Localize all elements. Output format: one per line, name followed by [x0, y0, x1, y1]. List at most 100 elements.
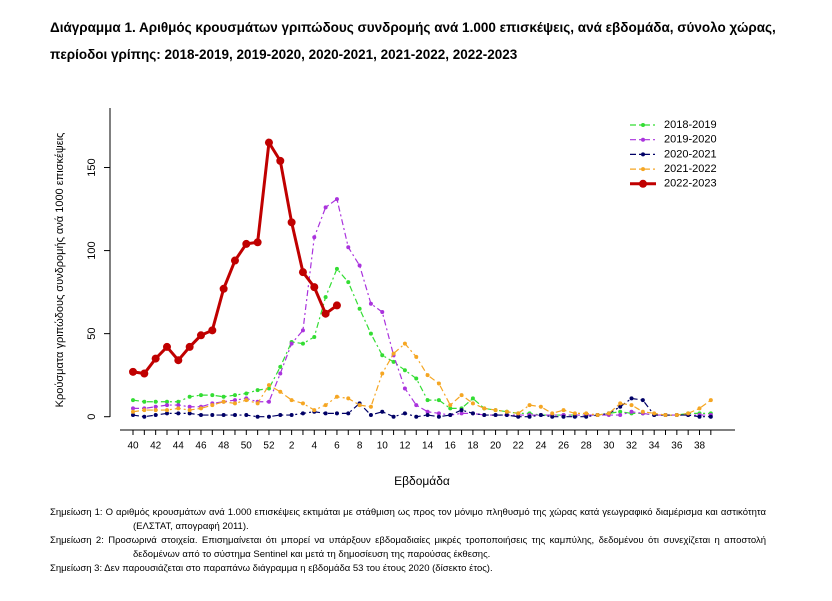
- x-tick-label: 26: [558, 441, 570, 452]
- data-point: [323, 403, 328, 408]
- note: Σημείωση 3: Δεν παρουσιάζεται στο παραπά…: [50, 562, 766, 576]
- data-point: [516, 411, 521, 416]
- data-point: [470, 396, 475, 401]
- legend-label: 2022-2023: [664, 178, 717, 190]
- data-point: [187, 408, 192, 413]
- legend-marker: [639, 179, 647, 188]
- data-point: [334, 266, 339, 271]
- x-tick-label: 48: [218, 441, 230, 452]
- data-point: [219, 284, 228, 293]
- data-point: [425, 413, 430, 418]
- data-point: [266, 414, 271, 419]
- x-tick-label: 24: [535, 441, 547, 452]
- y-tick-label: 0: [86, 414, 98, 420]
- data-point: [266, 399, 271, 404]
- legend-marker: [641, 152, 645, 157]
- x-tick-label: 44: [173, 441, 185, 452]
- data-point: [278, 364, 283, 369]
- x-tick-label: 30: [603, 441, 615, 452]
- data-point: [697, 414, 702, 419]
- data-point: [686, 411, 691, 416]
- data-point: [402, 368, 407, 373]
- data-point: [196, 331, 205, 340]
- data-point: [357, 403, 362, 408]
- data-point: [131, 409, 135, 414]
- legend-label: 2018-2019: [664, 119, 717, 131]
- data-point: [357, 263, 362, 268]
- data-point: [482, 406, 487, 411]
- series-line: [132, 267, 711, 416]
- data-point: [164, 408, 169, 413]
- data-point: [278, 413, 283, 418]
- notes: Σημείωση 1: Ο αριθμός κρουσμάτων ανά 1.0…: [50, 506, 766, 576]
- data-point: [629, 403, 634, 408]
- data-point: [448, 403, 453, 408]
- data-point: [312, 408, 317, 413]
- note-text: Δεν παρουσιάζεται στο παραπάνω διάγραμμα…: [104, 563, 493, 574]
- data-point: [244, 413, 249, 418]
- data-point: [550, 414, 555, 419]
- data-point: [255, 414, 260, 419]
- data-point: [402, 341, 407, 346]
- x-tick-label: 34: [649, 441, 661, 452]
- data-point: [129, 367, 137, 376]
- data-point: [221, 413, 226, 418]
- x-tick-label: 10: [377, 441, 389, 452]
- x-tick-label: 4: [311, 441, 317, 452]
- x-tick-label: 42: [150, 441, 162, 452]
- data-point: [242, 239, 251, 248]
- data-point: [300, 341, 305, 346]
- legend-marker: [641, 137, 645, 142]
- data-point: [232, 413, 237, 418]
- data-point: [278, 389, 283, 394]
- x-tick-label: 36: [671, 441, 683, 452]
- y-tick-label: 50: [86, 328, 98, 340]
- y-tick-label: 100: [86, 241, 98, 259]
- data-point: [162, 342, 171, 351]
- data-point: [278, 371, 283, 376]
- data-point: [584, 414, 589, 419]
- data-point: [266, 383, 271, 388]
- data-point: [663, 413, 668, 418]
- data-point: [153, 408, 158, 413]
- data-point: [584, 411, 589, 416]
- data-point: [504, 409, 509, 414]
- x-tick-label: 22: [513, 441, 525, 452]
- legend-label: 2020-2021: [664, 148, 717, 160]
- data-point: [131, 398, 135, 403]
- data-point: [198, 393, 203, 398]
- data-point: [629, 396, 634, 401]
- data-point: [436, 411, 441, 416]
- x-tick-label: 50: [241, 441, 253, 452]
- data-point: [380, 310, 385, 315]
- note: Σημείωση 1: Ο αριθμός κρουσμάτων ανά 1.0…: [50, 506, 766, 534]
- data-point: [629, 409, 634, 414]
- note-label: Σημείωση 1:: [50, 507, 103, 518]
- data-point: [652, 411, 657, 416]
- data-point: [131, 406, 135, 411]
- data-point: [321, 309, 330, 318]
- data-point: [538, 413, 543, 418]
- data-point: [482, 413, 487, 418]
- data-point: [527, 414, 532, 419]
- x-tick-label: 46: [195, 441, 207, 452]
- data-point: [232, 401, 237, 406]
- data-point: [527, 403, 532, 408]
- data-point: [357, 306, 362, 311]
- data-point: [708, 414, 713, 419]
- data-point: [618, 401, 623, 406]
- data-point: [493, 413, 498, 418]
- data-point: [391, 359, 396, 364]
- data-point: [346, 396, 351, 401]
- data-point: [176, 403, 181, 408]
- data-point: [300, 401, 305, 406]
- data-point: [221, 399, 226, 404]
- data-point: [221, 394, 226, 399]
- data-point: [164, 399, 169, 404]
- data-point: [131, 413, 135, 418]
- x-tick-label: 14: [422, 441, 434, 452]
- note-label: Σημείωση 2:: [50, 535, 104, 546]
- legend-marker: [641, 123, 645, 127]
- data-point: [618, 404, 623, 409]
- data-point: [334, 411, 339, 416]
